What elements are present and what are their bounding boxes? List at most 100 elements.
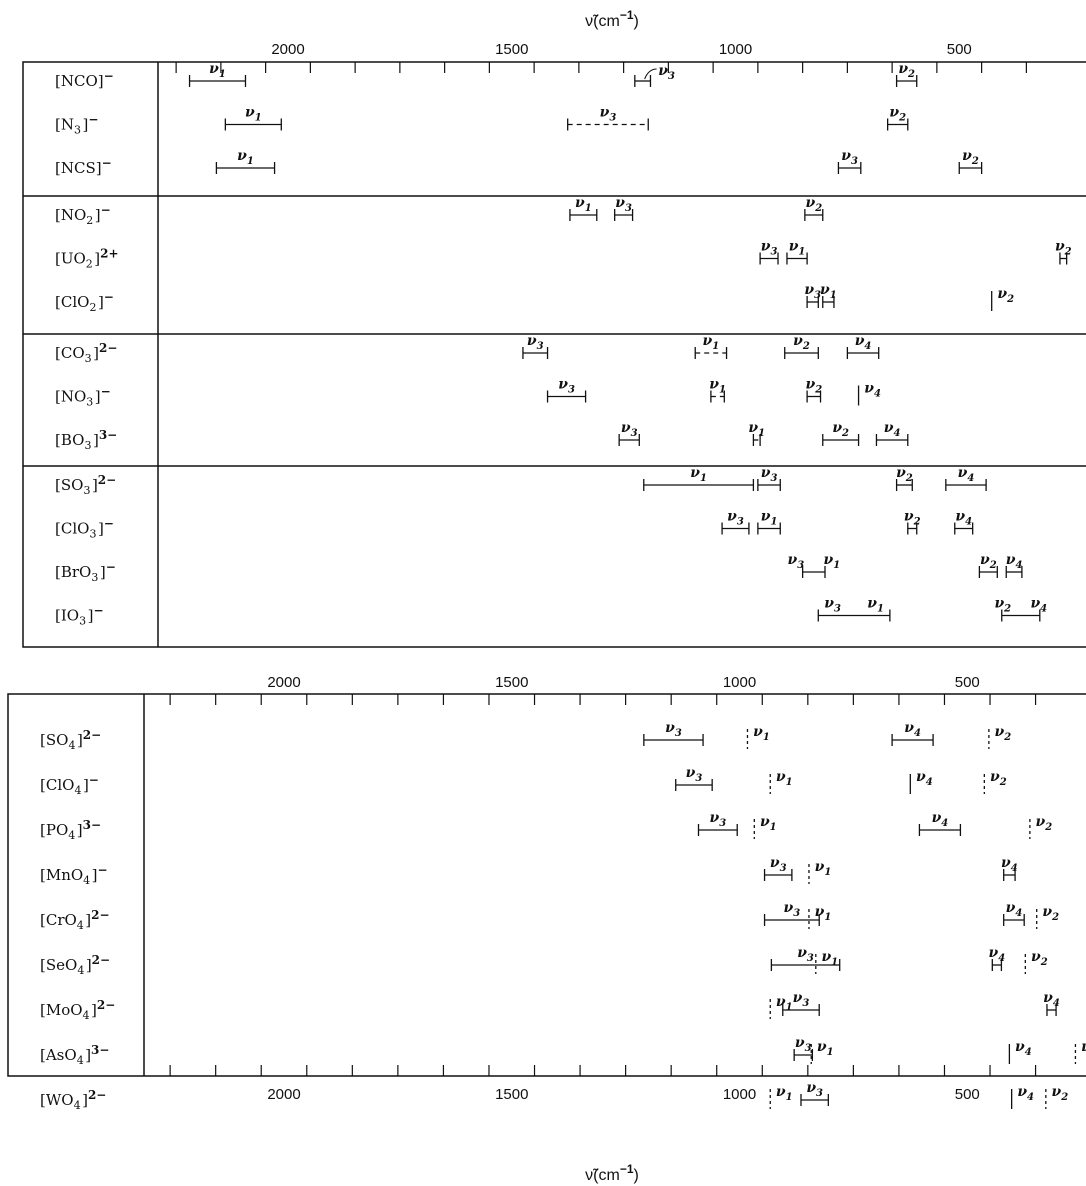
ion-row: [CrO4 ]2− <box>40 908 1038 932</box>
ion-label: [CrO4 ]2− <box>40 908 110 932</box>
band-label: ν1 <box>776 769 793 788</box>
ion-row: [MnO4 ]− <box>40 863 1016 887</box>
ion-label: [BrO3 ]− <box>55 560 116 584</box>
band-label: ν3 <box>770 855 787 874</box>
band-label: ν4 <box>932 810 949 829</box>
ion-label: [ClO2 ]− <box>55 290 114 314</box>
ion-label: [IO3 ]− <box>55 604 104 628</box>
band-label: ν1 <box>760 814 777 833</box>
band-label: ν2 <box>1036 814 1053 833</box>
ion-row: [NCO]− <box>55 68 918 90</box>
tick-label: 2000 <box>271 41 304 58</box>
ion-label: [MnO4 ]− <box>40 863 108 887</box>
band-label: ν4 <box>955 509 972 528</box>
ion-row: [IO3 ]− <box>55 604 1041 628</box>
ion-label: [SO4 ]2− <box>40 728 101 752</box>
band-label: ν1 <box>575 195 592 214</box>
ion-row: [N3 ]− <box>55 113 909 137</box>
panel-frame <box>22 61 1086 648</box>
band-label: ν1 <box>820 282 837 301</box>
band-label: ν2 <box>997 286 1014 305</box>
ion-label: [NO2 ]− <box>55 203 111 227</box>
band-label: ν1 <box>748 420 765 439</box>
band-label: ν2 <box>1042 904 1059 923</box>
tick-label: 1000 <box>723 674 756 691</box>
ion-label: [PO4 ]3− <box>40 818 101 842</box>
band-label: ν1 <box>761 509 778 528</box>
band-label: ν3 <box>795 1035 812 1054</box>
band-label: ν4 <box>916 769 933 788</box>
band-label: ν2 <box>1081 1039 1086 1058</box>
ion-row: [MoO4 ]2− <box>40 998 1057 1022</box>
band-label: ν3 <box>658 63 675 82</box>
tick-label: 1500 <box>495 41 528 58</box>
band-label: ν3 <box>784 900 801 919</box>
band-label: ν1 <box>789 239 806 258</box>
ion-label: [BO3 ]3− <box>55 428 117 452</box>
ion-row: [UO2 ]2+ <box>55 247 1068 271</box>
ion-row: [ClO4 ]− <box>40 773 985 797</box>
band-label: ν3 <box>841 148 858 167</box>
ion-label: [MoO4 ]2− <box>40 998 115 1022</box>
ion-row: [PO4 ]3− <box>40 818 1031 842</box>
band-label: ν2 <box>995 724 1012 743</box>
panel-frame <box>7 693 1086 1077</box>
band-label: ν4 <box>884 420 901 439</box>
band-label: ν3 <box>727 509 744 528</box>
band-label: ν2 <box>990 769 1007 788</box>
band-label: ν4 <box>989 945 1006 964</box>
tick-label-bottom: 1500 <box>495 1086 528 1103</box>
band-label: ν3 <box>621 420 638 439</box>
band-label: ν2 <box>1031 949 1048 968</box>
band-label: ν4 <box>1001 855 1018 874</box>
band-label: ν3 <box>761 465 778 484</box>
ion-label: [AsO4 ]3− <box>40 1043 109 1067</box>
axis-title: ν̃(cm−1) <box>585 8 639 30</box>
band-label: ν4 <box>904 720 921 739</box>
panel-2: 2000 1500 1000 500 2000 1500 1000 500 [SO4 ]2− [C… <box>7 674 1086 1112</box>
band-label: ν4 <box>855 333 872 352</box>
band-label: ν1 <box>237 148 254 167</box>
ion-row: [SeO4 ]2− <box>40 953 1026 977</box>
band-label: ν3 <box>824 596 841 615</box>
ion-row: [ClO2 ]− <box>55 290 993 314</box>
ion-row: [ClO3 ]− <box>55 517 974 541</box>
band-label: ν4 <box>1017 1084 1034 1103</box>
band-label: ν4 <box>1030 596 1047 615</box>
ion-label: [ClO3 ]− <box>55 517 114 541</box>
tick-label-bottom: 1000 <box>723 1086 756 1103</box>
band-label: ν3 <box>710 810 727 829</box>
band-label: ν3 <box>804 282 821 301</box>
tick-label: 1000 <box>719 41 752 58</box>
band-label: ν2 <box>805 377 822 396</box>
ion-label: [SO3 ]2− <box>55 473 116 497</box>
band-label: ν3 <box>806 1080 823 1099</box>
axis-title: ν̃(cm−1) <box>585 1162 639 1184</box>
ion-row: [CO3 ]2− <box>55 341 880 365</box>
band-label: ν3 <box>686 765 703 784</box>
tick-label-bottom: 500 <box>955 1086 980 1103</box>
ion-label: [SeO4 ]2− <box>40 953 110 977</box>
ion-row: [BrO3 ]− <box>55 560 1023 584</box>
band-label: ν1 <box>867 596 884 615</box>
ion-row: [SO3 ]2− <box>55 473 987 497</box>
tick-label: 2000 <box>267 674 300 691</box>
band-label: ν1 <box>776 994 793 1013</box>
band-label: ν2 <box>980 552 997 571</box>
tick-label: 1500 <box>495 674 528 691</box>
band-label: ν1 <box>753 724 770 743</box>
ion-row: [BO3 ]3− <box>55 428 909 452</box>
band-label: ν2 <box>889 105 906 124</box>
band-label: ν3 <box>600 105 617 124</box>
band-label: ν4 <box>1006 552 1023 571</box>
band-label: ν1 <box>209 61 226 80</box>
band-label: ν1 <box>776 1084 793 1103</box>
band-label: ν2 <box>1055 239 1072 258</box>
band-label: ν3 <box>787 552 804 571</box>
band-label: ν1 <box>815 904 832 923</box>
band-label: ν4 <box>1015 1039 1032 1058</box>
ion-label: [CO3 ]2− <box>55 341 117 365</box>
band-label: ν2 <box>793 333 810 352</box>
band-label: ν3 <box>665 720 682 739</box>
band-label: ν1 <box>815 859 832 878</box>
